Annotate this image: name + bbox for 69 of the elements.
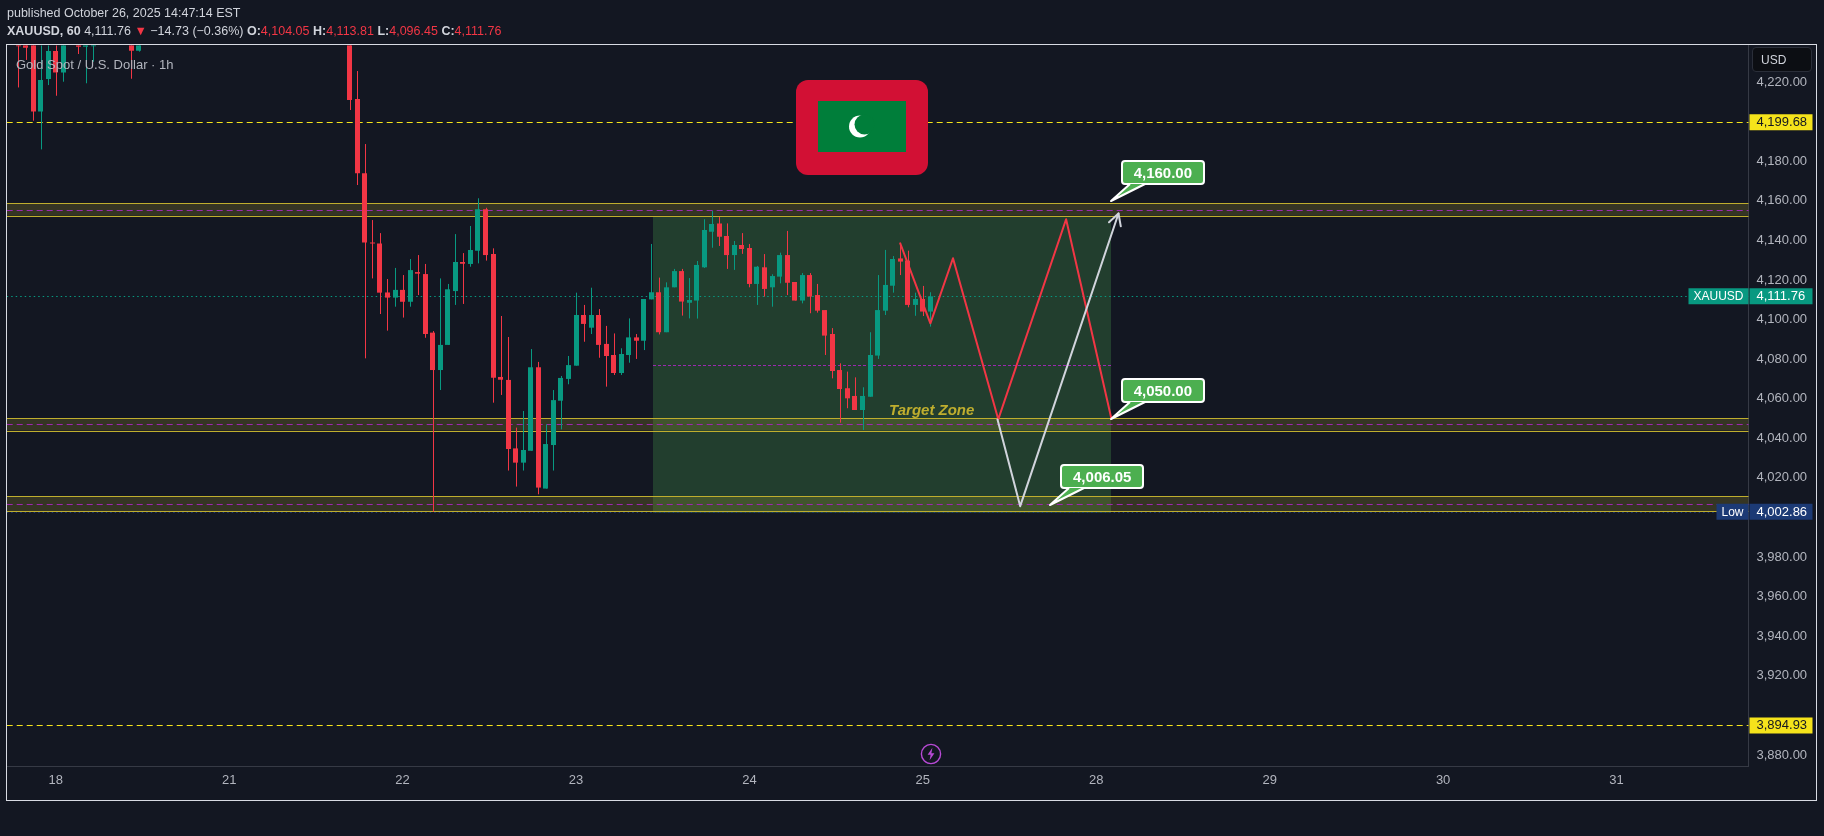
ref-line-label: XAUUSD bbox=[1693, 289, 1744, 304]
candlestick bbox=[558, 375, 563, 430]
candlestick bbox=[739, 232, 744, 255]
candlestick bbox=[566, 355, 571, 385]
y-tick-label: 4,020.00 bbox=[1756, 469, 1808, 485]
annotation: 4,050.00 bbox=[1120, 377, 1206, 403]
candlestick bbox=[770, 273, 775, 308]
candlestick bbox=[626, 317, 631, 364]
y-tick-label: 3,920.00 bbox=[1756, 667, 1808, 683]
candlestick bbox=[724, 222, 729, 270]
x-tick-label: 23 bbox=[568, 771, 584, 787]
candlestick bbox=[581, 304, 586, 343]
candlestick bbox=[852, 376, 857, 411]
candlestick bbox=[460, 252, 465, 305]
candlestick bbox=[604, 325, 609, 388]
x-tick-label: 30 bbox=[1435, 771, 1451, 787]
y-tick-label: 3,980.00 bbox=[1756, 548, 1808, 564]
y-tick-label: 4,060.00 bbox=[1756, 390, 1808, 406]
y-tick-label: 3,880.00 bbox=[1756, 746, 1808, 762]
candlestick bbox=[860, 386, 865, 431]
band-label: Target Zone bbox=[889, 401, 975, 419]
annotation: 4,006.05 bbox=[1060, 464, 1145, 490]
y-tick-label: 4,100.00 bbox=[1756, 311, 1808, 327]
x-tick-label: 25 bbox=[915, 771, 931, 787]
candlestick bbox=[777, 252, 782, 284]
y-tick-label: 4,002.86 bbox=[1756, 503, 1808, 519]
x-tick-label: 21 bbox=[221, 771, 237, 787]
candlestick bbox=[762, 253, 767, 298]
x-tick-label: 28 bbox=[1089, 771, 1104, 787]
y-tick-label: 4,160.00 bbox=[1756, 192, 1808, 208]
y-axis-title: USD bbox=[1752, 47, 1812, 72]
x-tick-label: 31 bbox=[1609, 771, 1624, 787]
candlestick bbox=[837, 362, 842, 424]
candlestick bbox=[385, 278, 390, 332]
ref-line-label: Low bbox=[1721, 504, 1744, 519]
candlestick bbox=[370, 219, 375, 279]
candlestick bbox=[415, 254, 420, 296]
x-tick-label: 22 bbox=[395, 771, 410, 787]
candlestick bbox=[709, 210, 714, 249]
candlestick bbox=[498, 315, 503, 396]
y-tick-label: 4,111.76 bbox=[1756, 288, 1806, 304]
candlestick bbox=[807, 272, 812, 314]
candlestick bbox=[815, 283, 820, 314]
y-tick-label: 4,140.00 bbox=[1756, 232, 1808, 247]
text: XAUUSD, 60 4,111.76 ▼ −14.73 (−0.36%) O:4,104.05 H:4,113.81 L:4,096.45 C:4,111.76 bbox=[7, 24, 502, 38]
candlestick bbox=[619, 347, 624, 376]
y-tick-label: 4,120.00 bbox=[1756, 271, 1808, 287]
candlestick bbox=[845, 371, 850, 409]
y-tick-label: 4,180.00 bbox=[1756, 152, 1808, 168]
candlestick bbox=[611, 332, 616, 376]
x-tick-label: 18 bbox=[48, 771, 63, 787]
x-tick-label: 29 bbox=[1262, 771, 1277, 787]
annotation: 4,160.00 bbox=[1120, 159, 1206, 185]
text: published October 26, 2025 14:47:14 EST bbox=[7, 6, 241, 21]
y-tick-label: 3,960.00 bbox=[1756, 588, 1808, 604]
y-tick-label: 3,894.93 bbox=[1756, 717, 1808, 733]
y-tick-label: 4,220.00 bbox=[1756, 73, 1808, 89]
y-tick-label: 3,940.00 bbox=[1756, 627, 1808, 643]
y-tick-label: 4,199.68 bbox=[1756, 114, 1808, 130]
candlestick bbox=[468, 225, 473, 268]
candlestick bbox=[634, 333, 639, 360]
y-tick-label: 4,040.00 bbox=[1756, 429, 1808, 445]
candlestick bbox=[513, 427, 518, 488]
candlestick bbox=[717, 216, 722, 247]
candlestick bbox=[400, 274, 405, 319]
x-tick-label: 24 bbox=[742, 771, 757, 787]
y-tick-label: 4,080.00 bbox=[1756, 350, 1808, 366]
candlestick bbox=[521, 410, 526, 472]
candlestick bbox=[732, 240, 737, 271]
